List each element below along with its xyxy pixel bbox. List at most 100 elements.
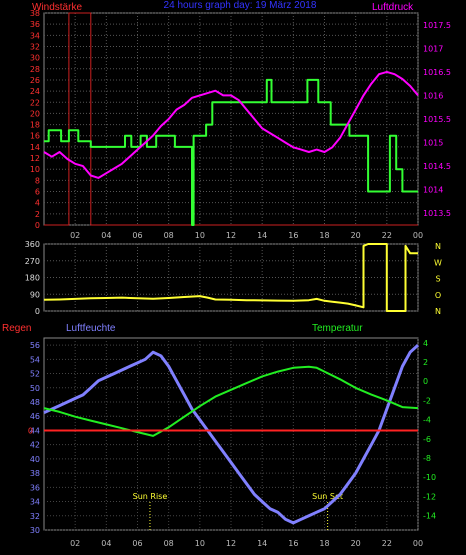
temperature-tick-label: -8 (423, 454, 431, 463)
x-tick-label: 20 (351, 539, 361, 548)
temperature-tick-label: -10 (423, 473, 436, 482)
humidity-tick-label: 46 (30, 412, 40, 421)
pressure-line (43, 70, 419, 179)
wind-tick-label: 12 (30, 154, 40, 163)
wind-gust-line (44, 12, 418, 226)
x-tick-label: 04 (101, 539, 111, 548)
wind-tick-label: 24 (30, 87, 40, 96)
sun-marker-label: Sun Rise (133, 492, 168, 501)
humidity-tick-label: 38 (30, 469, 40, 478)
wind-tick-label: 2 (35, 210, 40, 219)
humidity-tick-label: 56 (30, 341, 40, 350)
humidity-tick-label: 30 (30, 526, 40, 535)
x-tick-label: 16 (288, 231, 298, 240)
wind-tick-label: 14 (30, 143, 40, 152)
x-tick-label: 14 (257, 231, 267, 240)
direction-tick-label: 270 (25, 257, 40, 266)
wind-axis-title: Windstärke (32, 2, 82, 13)
x-tick-label: 04 (101, 231, 111, 240)
direction-tick-label: 90 (30, 290, 40, 299)
temperature-tick-label: 2 (423, 358, 428, 367)
x-tick-label: 06 (132, 539, 142, 548)
pressure-tick-label: 1015 (423, 139, 443, 148)
pressure-axis-title: Luftdruck (372, 2, 414, 13)
humidity-tick-label: 48 (30, 398, 40, 407)
pressure-tick-label: 1017 (423, 44, 443, 53)
x-tick-label: 00 (413, 231, 423, 240)
compass-letter: S (435, 275, 440, 284)
pressure-tick-label: 1014 (423, 186, 443, 195)
x-tick-label: 10 (195, 539, 205, 548)
x-tick-label: 18 (319, 231, 329, 240)
temperature-tick-label: -12 (423, 492, 436, 501)
compass-letter: N (435, 242, 441, 251)
x-tick-label: 02 (70, 231, 80, 240)
pressure-tick-label: 1015.5 (423, 115, 451, 124)
direction-tick-label: 180 (25, 274, 40, 283)
wind-tick-label: 0 (35, 221, 40, 230)
wind-tick-label: 32 (30, 42, 40, 51)
humidity-tick-label: 54 (30, 355, 40, 364)
x-tick-label: 10 (195, 231, 205, 240)
temperature-tick-label: -2 (423, 396, 431, 405)
x-tick-label: 12 (226, 539, 236, 548)
wind-tick-label: 20 (30, 109, 40, 118)
pressure-tick-label: 1016 (423, 91, 443, 100)
x-tick-label: 06 (132, 231, 142, 240)
rain-axis-title: Regen (2, 323, 31, 334)
compass-letter: N (435, 307, 441, 316)
x-tick-label: 00 (413, 539, 423, 548)
direction-tick-label: 0 (35, 307, 40, 316)
humidity-line (43, 343, 420, 525)
wind-tick-label: 28 (30, 65, 40, 74)
humidity-tick-label: 34 (30, 498, 40, 507)
wind-tick-label: 34 (30, 31, 40, 40)
pressure-tick-label: 1014.5 (423, 162, 451, 171)
x-tick-label: 20 (351, 231, 361, 240)
temperature-axis-title: Temperatur (312, 323, 363, 334)
temperature-tick-label: -4 (423, 416, 431, 425)
wind-tick-label: 36 (30, 20, 40, 29)
wind-tick-label: 16 (30, 132, 40, 141)
x-tick-label: 12 (226, 231, 236, 240)
pressure-tick-label: 1016.5 (423, 68, 451, 77)
wind-tick-label: 38 (30, 9, 40, 18)
humidity-tick-label: 36 (30, 483, 40, 492)
wind-tick-label: 10 (30, 165, 40, 174)
humidity-tick-label: 40 (30, 455, 40, 464)
humidity-axis-title: Luftfeuchte (66, 323, 116, 334)
wind-tick-label: 26 (30, 76, 40, 85)
x-tick-label: 08 (164, 231, 174, 240)
wind-tick-label: 18 (30, 121, 40, 130)
wind-tick-label: 8 (35, 176, 40, 185)
wind-tick-label: 22 (30, 98, 40, 107)
temperature-tick-label: 4 (423, 339, 428, 348)
rain-tick-label: 0 (28, 426, 33, 435)
x-tick-label: 22 (382, 539, 392, 548)
wind-pressure-panel: 024681012141618202224262830323436381013.… (30, 9, 451, 240)
temperature-tick-label: 0 (423, 377, 428, 386)
x-tick-label: 08 (164, 539, 174, 548)
sun-marker-label: Sun Set (312, 492, 343, 501)
chart-title: 24 hours graph day: 19 März 2018 (164, 0, 317, 11)
humidity-tick-label: 42 (30, 441, 40, 450)
temperature-line (43, 365, 419, 437)
temperature-tick-label: -14 (423, 512, 436, 521)
x-tick-label: 18 (319, 539, 329, 548)
wind-tick-label: 30 (30, 54, 40, 63)
compass-letter: O (435, 291, 441, 300)
x-tick-label: 16 (288, 539, 298, 548)
wind-direction-line (43, 243, 418, 312)
pressure-tick-label: 1017.5 (423, 21, 451, 30)
temperature-tick-label: -6 (423, 435, 431, 444)
humidity-tick-label: 44 (30, 426, 40, 435)
direction-tick-label: 360 (25, 240, 40, 249)
compass-letter: W (434, 258, 442, 267)
wind-mean-line (44, 78, 418, 226)
humidity-tick-label: 50 (30, 384, 40, 393)
pressure-tick-label: 1013.5 (423, 209, 451, 218)
humidity-tick-label: 32 (30, 512, 40, 521)
